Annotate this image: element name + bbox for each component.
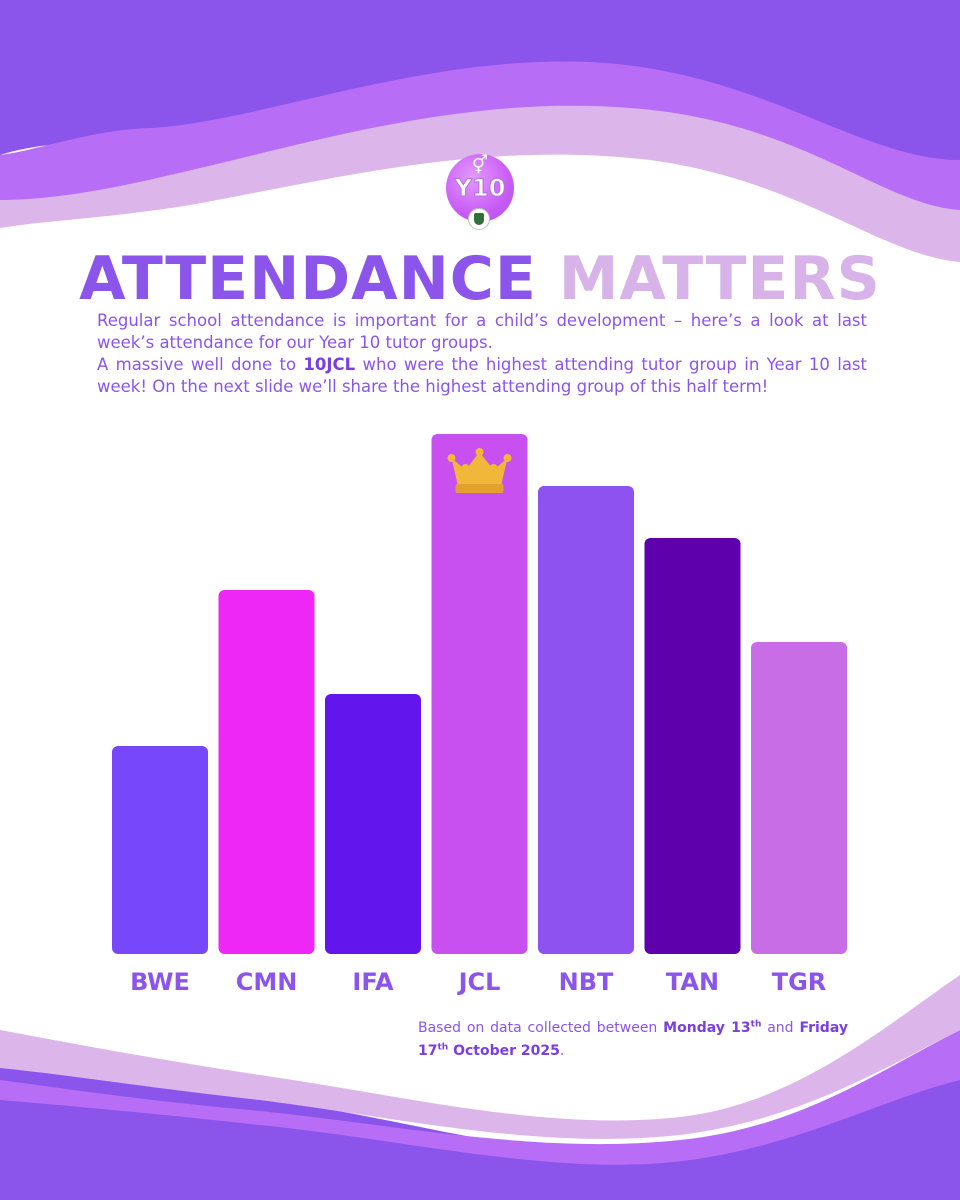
category-label-tan: TAN: [666, 968, 719, 996]
intro-text-before: A massive well done to: [97, 355, 304, 374]
crown-icon: [447, 448, 512, 493]
category-label-cmn: CMN: [236, 968, 298, 996]
category-label-nbt: NBT: [559, 968, 614, 996]
intro-text: Regular school attendance is important f…: [97, 310, 867, 398]
footnote-start-date: Monday 13th: [663, 1020, 761, 1036]
footnote-date2-rest: October 2025: [448, 1043, 560, 1059]
footnote-date2-day: Friday 17: [418, 1020, 848, 1059]
footnote-middle: and: [761, 1020, 800, 1036]
category-label-bwe: BWE: [130, 968, 190, 996]
gender-symbol-icon: ⚥: [471, 155, 489, 176]
footnote-before: Based on data collected between: [418, 1020, 664, 1036]
footnote-date1-suffix: th: [750, 1019, 762, 1030]
category-label-tgr: TGR: [772, 968, 827, 996]
bar-bwe: [112, 746, 208, 954]
highlight-group: 10JCL: [303, 355, 356, 374]
bar-jcl: [431, 434, 528, 954]
title-part-attendance: ATTENDANCE: [79, 244, 537, 314]
bar-tan: [644, 538, 741, 954]
logo-text: Y10: [454, 174, 506, 203]
footnote-date1-day: Monday 13: [663, 1020, 751, 1036]
data-source-footnote: Based on data collected between Monday 1…: [418, 1017, 848, 1063]
bar-nbt: [538, 486, 634, 954]
school-crest-icon: [468, 208, 490, 230]
title-part-matters: MATTERS: [558, 244, 881, 314]
footnote-end-date: Friday 17th October 2025: [418, 1020, 848, 1059]
intro-paragraph-2: A massive well done to 10JCL who were th…: [97, 354, 867, 398]
footnote-end: .: [559, 1043, 565, 1059]
bar-cmn: [218, 590, 315, 954]
bar-ifa: [325, 694, 421, 954]
intro-text-after: who were the highest attending tutor gro…: [97, 355, 867, 396]
intro-paragraph-1: Regular school attendance is important f…: [97, 311, 867, 352]
category-label-jcl: JCL: [457, 968, 501, 996]
bar-tgr: [751, 642, 847, 954]
page-title: ATTENDANCE MATTERS: [0, 244, 960, 314]
category-label-ifa: IFA: [352, 968, 394, 996]
footnote-date2-suffix: th: [437, 1042, 449, 1053]
